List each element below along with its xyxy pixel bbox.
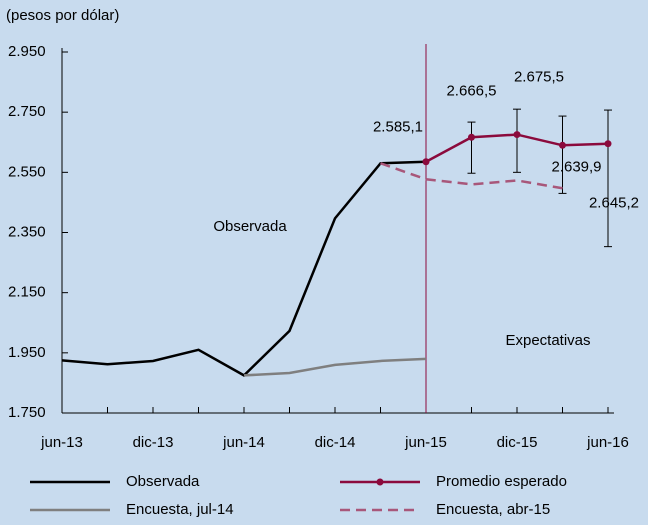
legend-label: Encuesta, abr-15: [436, 501, 550, 518]
data-label: 2.639,9: [551, 158, 601, 175]
marker: [604, 140, 612, 148]
y-tick-label: 2.750: [8, 103, 46, 120]
series-line: [243, 357, 427, 377]
y-axis-label: (pesos por dólar): [6, 7, 119, 24]
x-tick-label: jun-16: [586, 434, 629, 451]
legend-label: Encuesta, jul-14: [126, 501, 234, 518]
data-label: 2.645,2: [589, 195, 639, 212]
annotation: Expectativas: [505, 332, 590, 349]
y-tick-label: 2.150: [8, 284, 46, 301]
y-tick-label: 1.950: [8, 344, 46, 361]
x-tick-label: jun-13: [40, 434, 83, 451]
marker: [513, 131, 521, 139]
x-tick-label: jun-15: [404, 434, 447, 451]
marker: [468, 133, 475, 141]
legend-marker: [376, 478, 384, 486]
y-tick-label: 2.950: [8, 43, 46, 60]
y-tick-label: 2.550: [8, 163, 46, 180]
x-tick-label: dic-15: [497, 434, 538, 451]
marker: [422, 158, 430, 166]
annotation: Observada: [213, 218, 287, 235]
marker: [559, 141, 566, 149]
x-tick-label: jun-14: [222, 434, 265, 451]
legend-label: Observada: [126, 473, 200, 490]
y-tick-label: 1.750: [8, 404, 46, 421]
data-label: 2.585,1: [373, 119, 423, 136]
data-label: 2.675,5: [514, 69, 564, 86]
x-tick-label: dic-13: [133, 434, 174, 451]
legend-label: Promedio esperado: [436, 473, 567, 490]
series-line: [61, 160, 427, 377]
series-line: [380, 162, 563, 190]
x-tick-label: dic-14: [315, 434, 356, 451]
data-label: 2.666,5: [446, 82, 496, 99]
y-tick-label: 2.350: [8, 223, 46, 240]
